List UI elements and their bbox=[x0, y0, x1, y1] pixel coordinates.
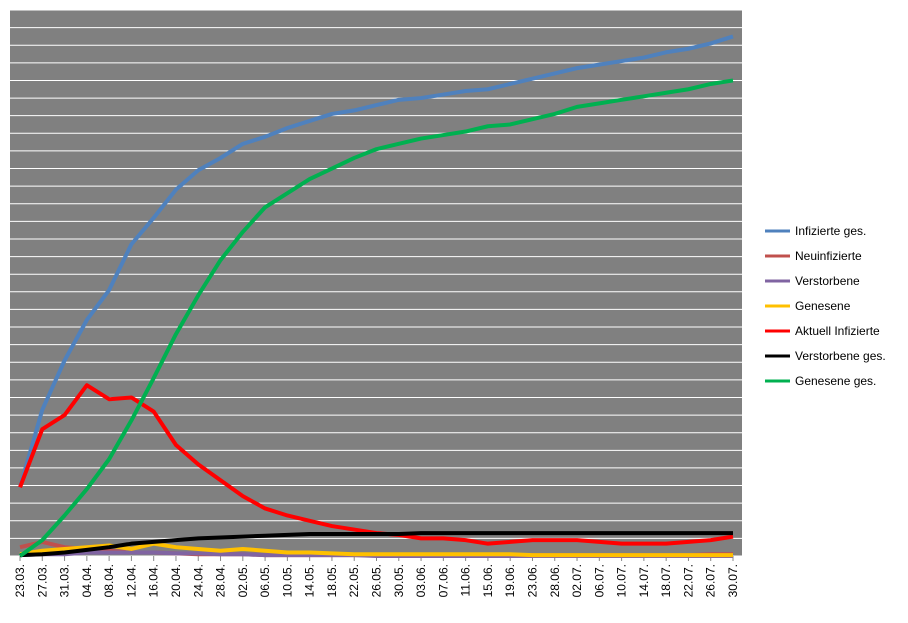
legend-label: Verstorbene bbox=[795, 274, 860, 288]
x-tick-label: 24.04. bbox=[191, 564, 205, 597]
legend-label: Aktuell Infizierte bbox=[795, 324, 880, 338]
x-tick-label: 30.07. bbox=[726, 564, 740, 597]
x-tick-label: 18.05. bbox=[325, 564, 339, 597]
x-tick-label: 11.06. bbox=[459, 564, 473, 596]
legend-label: Verstorbene ges. bbox=[795, 349, 886, 363]
x-tick-label: 23.06. bbox=[525, 564, 539, 597]
x-tick-label: 02.07. bbox=[570, 564, 584, 597]
x-tick-label: 22.07. bbox=[681, 564, 695, 597]
series-line bbox=[18, 78, 734, 558]
legend-label: Infizierte ges. bbox=[795, 224, 866, 238]
x-tick-label: 03.06. bbox=[414, 564, 428, 597]
x-tick-label: 12.04. bbox=[124, 564, 138, 597]
x-tick-label: 26.05. bbox=[370, 564, 384, 597]
x-tick-label: 30.05. bbox=[392, 564, 406, 597]
x-tick-label: 06.05. bbox=[258, 564, 272, 597]
x-tick-label: 10.07. bbox=[615, 564, 629, 597]
x-tick-label: 10.05. bbox=[280, 564, 294, 597]
x-tick-label: 07.06. bbox=[436, 564, 450, 597]
x-tick-label: 08.04. bbox=[102, 564, 116, 597]
x-tick-label: 06.07. bbox=[592, 564, 606, 597]
x-tick-label: 31.03. bbox=[58, 564, 72, 597]
x-tick-label: 22.05. bbox=[347, 564, 361, 597]
x-tick-label: 28.06. bbox=[548, 564, 562, 597]
x-tick-label: 23.03. bbox=[13, 564, 27, 597]
x-tick-label: 27.03. bbox=[35, 564, 49, 597]
x-tick-label: 04.04. bbox=[80, 564, 94, 597]
x-tick-label: 14.07. bbox=[637, 564, 651, 597]
series-line bbox=[18, 34, 734, 488]
x-tick-label: 19.06. bbox=[503, 564, 517, 597]
legend-label: Genesene ges. bbox=[795, 374, 876, 388]
x-tick-label: 28.04. bbox=[214, 564, 228, 597]
x-tick-label: 14.05. bbox=[303, 564, 317, 597]
x-tick-label: 26.07. bbox=[704, 564, 718, 597]
series-line bbox=[19, 541, 733, 558]
x-tick-label: 16.04. bbox=[147, 564, 161, 597]
legend-label: Genesene bbox=[795, 299, 851, 313]
plot-area bbox=[10, 10, 742, 556]
x-tick-label: 02.05. bbox=[236, 564, 250, 597]
x-tick-label: 20.04. bbox=[169, 564, 183, 597]
x-tick-label: 18.07. bbox=[659, 564, 673, 597]
legend-label: Neuinfizierte bbox=[795, 249, 862, 263]
series-line bbox=[19, 531, 733, 558]
x-tick-label: 15.06. bbox=[481, 564, 495, 597]
